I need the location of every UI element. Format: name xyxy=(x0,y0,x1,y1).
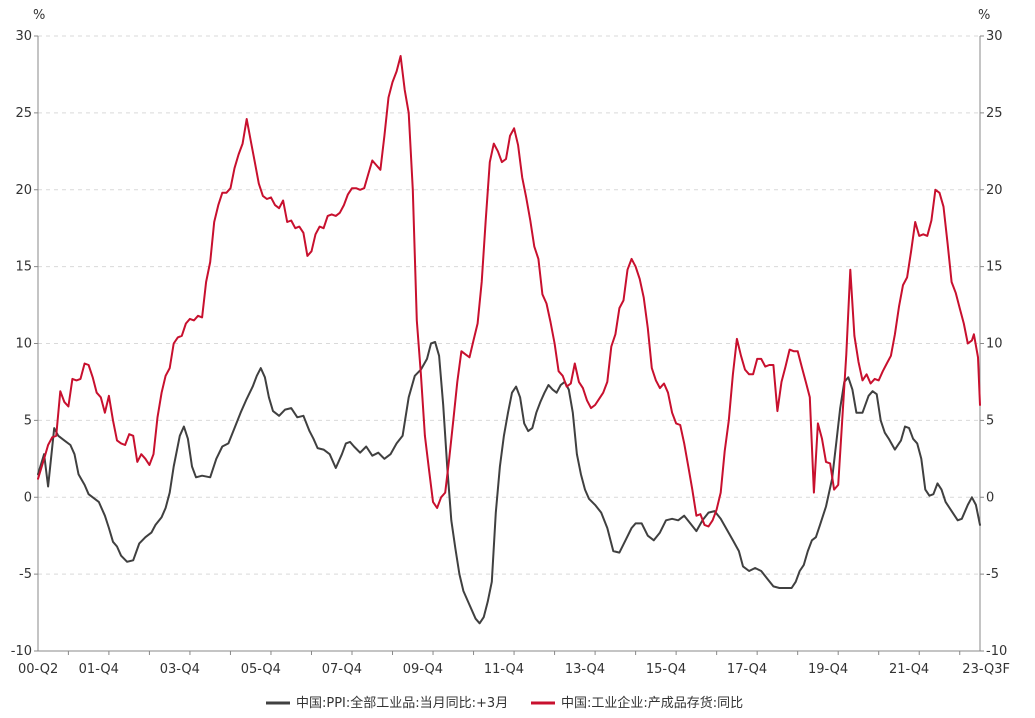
x-tick-label: 11-Q4 xyxy=(484,662,524,677)
left-y-tick-label: 5 xyxy=(24,413,32,428)
ppi-series-line xyxy=(37,341,981,625)
x-tick-label: 07-Q4 xyxy=(322,662,362,677)
right-y-tick-label: 25 xyxy=(986,106,1003,121)
right-y-tick-label: -10 xyxy=(986,644,1007,659)
right-y-tick-label: 0 xyxy=(986,490,994,505)
x-tick-label: 21-Q4 xyxy=(889,662,929,677)
x-tick-label: 00-Q2 xyxy=(18,662,58,677)
x-tick-label: 05-Q4 xyxy=(241,662,281,677)
left-y-tick-label: -10 xyxy=(11,644,32,659)
x-tick-label: 03-Q4 xyxy=(160,662,200,677)
right-y-tick-label: 15 xyxy=(986,260,1003,275)
left-y-tick-label: 30 xyxy=(15,29,32,44)
legend-label-inventory: 中国:工业企业:产成品存货:同比 xyxy=(561,695,743,711)
x-tick-label: 17-Q4 xyxy=(727,662,767,677)
right-y-tick-label: 5 xyxy=(986,413,994,428)
left-y-tick-label: 0 xyxy=(24,490,32,505)
axes: 30 30 25 25 20 20 15 15 10 10 5 5 0 0 -5 -5 -10 -10 00-Q2 0… xyxy=(11,29,1010,677)
gridlines xyxy=(38,35,980,652)
left-y-tick-label: 15 xyxy=(15,260,32,275)
right-y-tick-label: 10 xyxy=(986,337,1003,352)
legend: 中国:PPI:全部工业品:当月同比:+3月 中国:工业企业:产成品存货:同比 xyxy=(266,695,743,711)
x-tick-label: 09-Q4 xyxy=(403,662,443,677)
left-y-tick-label: 25 xyxy=(15,106,32,121)
right-y-tick-label: 20 xyxy=(986,183,1003,198)
x-tick-label: 01-Q4 xyxy=(79,662,119,677)
x-tick-label: 19-Q4 xyxy=(808,662,848,677)
left-y-tick-label: 10 xyxy=(15,337,32,352)
x-tick-label: 13-Q4 xyxy=(565,662,605,677)
left-axis-unit-label: % xyxy=(33,8,45,23)
right-y-tick-label: -5 xyxy=(986,567,999,582)
x-tick-label: 15-Q4 xyxy=(646,662,686,677)
right-axis-unit-label: % xyxy=(978,8,990,23)
right-y-tick-label: 30 xyxy=(986,29,1003,44)
x-tick-label: 23-Q3F xyxy=(962,662,1010,677)
legend-label-ppi: 中国:PPI:全部工业品:当月同比:+3月 xyxy=(296,695,508,711)
left-y-tick-label: -5 xyxy=(19,567,32,582)
inventory-series-line xyxy=(37,55,981,528)
left-y-tick-label: 20 xyxy=(15,183,32,198)
series-lines xyxy=(37,55,981,625)
